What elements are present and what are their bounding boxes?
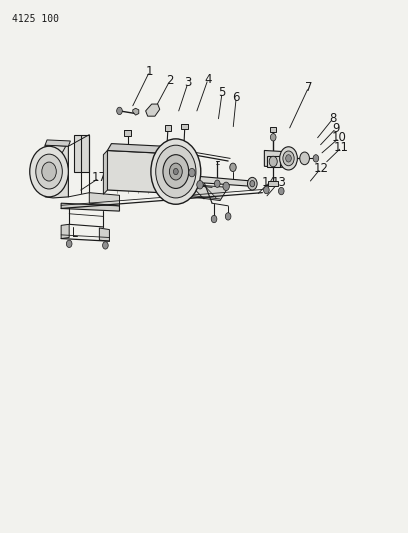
Polygon shape <box>100 228 109 241</box>
Circle shape <box>286 155 291 162</box>
Polygon shape <box>192 176 252 187</box>
Polygon shape <box>264 150 282 167</box>
Text: 16: 16 <box>169 175 184 189</box>
Text: 12: 12 <box>313 162 328 175</box>
Circle shape <box>223 182 229 191</box>
Circle shape <box>197 181 203 189</box>
Text: 6: 6 <box>233 91 240 104</box>
Text: 4: 4 <box>204 73 212 86</box>
Text: 4125 100: 4125 100 <box>12 14 59 25</box>
Text: 5: 5 <box>218 86 226 99</box>
Circle shape <box>102 241 108 249</box>
Bar <box>182 124 188 130</box>
Polygon shape <box>74 135 89 172</box>
Text: 11: 11 <box>334 141 349 154</box>
Text: 17: 17 <box>92 172 107 184</box>
Text: 9: 9 <box>332 122 340 135</box>
Circle shape <box>36 154 62 189</box>
Circle shape <box>30 146 69 197</box>
Circle shape <box>151 139 201 204</box>
Polygon shape <box>133 108 139 115</box>
Polygon shape <box>103 150 107 194</box>
Text: 2: 2 <box>166 74 173 87</box>
Circle shape <box>300 152 309 165</box>
Polygon shape <box>160 182 228 200</box>
Circle shape <box>211 215 217 223</box>
Polygon shape <box>89 192 120 206</box>
Bar <box>270 127 277 132</box>
Polygon shape <box>61 224 69 239</box>
Circle shape <box>264 187 269 193</box>
Circle shape <box>269 156 277 167</box>
Circle shape <box>163 155 189 189</box>
Polygon shape <box>146 104 160 116</box>
Text: 3: 3 <box>184 76 192 90</box>
Circle shape <box>42 162 56 181</box>
Circle shape <box>169 163 182 180</box>
Circle shape <box>225 213 231 220</box>
Text: 15: 15 <box>185 175 200 189</box>
Circle shape <box>279 147 297 170</box>
Polygon shape <box>45 140 71 146</box>
Circle shape <box>117 107 122 115</box>
Text: 8: 8 <box>329 112 337 125</box>
Bar <box>124 131 131 136</box>
Bar <box>268 181 278 187</box>
Circle shape <box>271 134 276 141</box>
Text: 10: 10 <box>332 131 347 144</box>
Circle shape <box>278 188 284 195</box>
Bar <box>164 125 171 132</box>
Circle shape <box>248 177 257 190</box>
Bar <box>267 156 279 167</box>
Text: 14: 14 <box>262 175 277 189</box>
Circle shape <box>283 151 294 166</box>
Text: 13: 13 <box>271 175 286 189</box>
Circle shape <box>230 163 236 172</box>
Polygon shape <box>107 150 160 192</box>
Circle shape <box>250 181 255 187</box>
Circle shape <box>189 168 195 177</box>
Circle shape <box>173 168 178 175</box>
Polygon shape <box>61 203 120 211</box>
Text: 1: 1 <box>146 65 153 78</box>
Circle shape <box>156 145 196 198</box>
Circle shape <box>215 180 220 188</box>
Polygon shape <box>107 143 164 153</box>
Circle shape <box>67 240 72 247</box>
Text: 7: 7 <box>305 80 313 94</box>
Polygon shape <box>45 145 69 198</box>
Circle shape <box>313 155 319 162</box>
